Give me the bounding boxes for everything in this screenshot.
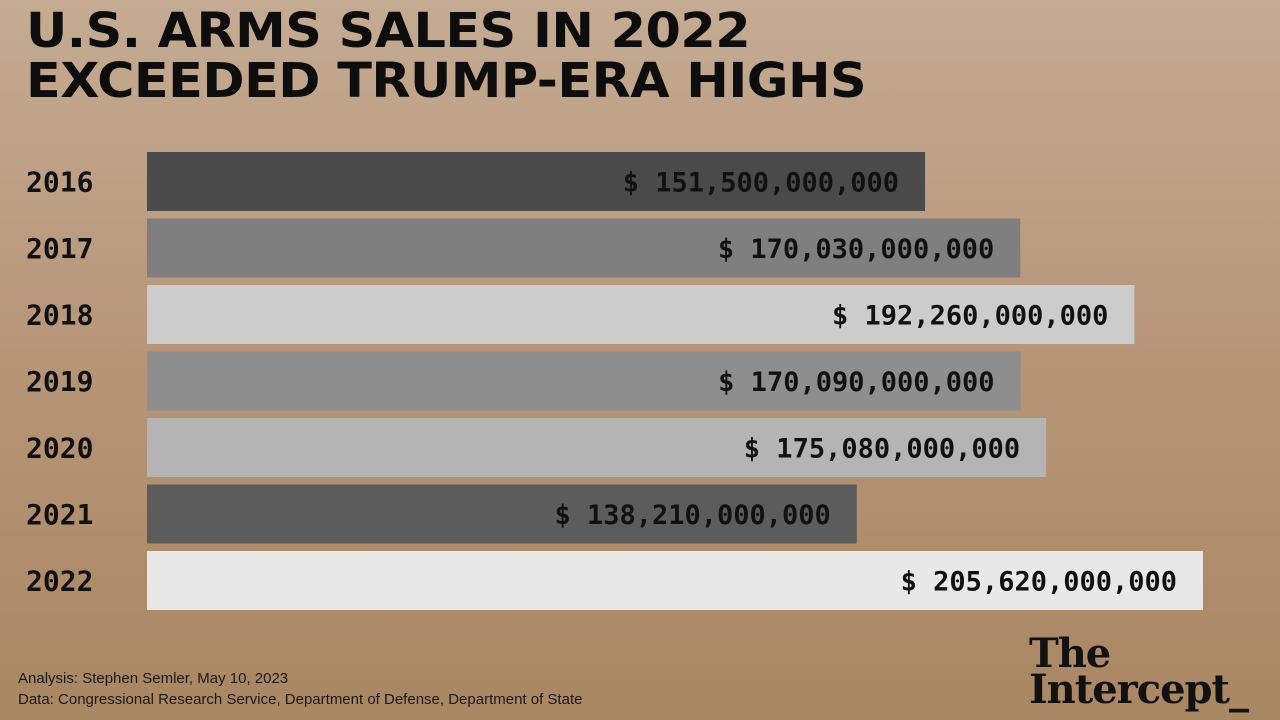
year-label-2016: 2016 [26,166,93,199]
credits: Analysis: Stephen Semler, May 10, 2023 D… [18,668,582,710]
chart-title-line-2: EXCEEDED TRUMP-ERA HIGHS [26,53,867,109]
bar-2016 [147,152,926,211]
year-label-2021: 2021 [26,498,93,531]
value-label-2021: $ 138,210,000,000 [554,500,830,531]
logo-line-2: Intercept_ [1028,666,1249,713]
value-label-2017: $ 170,030,000,000 [718,234,994,265]
bar-2018 [147,285,1135,344]
bar-2017 [147,218,1021,278]
data-source: Data: Congressional Research Service, De… [18,691,583,708]
year-label-2022: 2022 [26,565,93,598]
logo-line-1: The [1028,630,1111,677]
value-label-2018: $ 192,260,000,000 [832,301,1108,332]
value-label-2019: $ 170,090,000,000 [718,367,994,398]
year-label-2019: 2019 [26,365,93,398]
value-label-2016: $ 151,500,000,000 [623,168,899,199]
chart-title-line-1: U.S. ARMS SALES IN 2022 [26,3,751,59]
year-label-2017: 2017 [26,232,93,265]
year-label-2018: 2018 [26,299,93,332]
analysis-credit: Analysis: Stephen Semler, May 10, 2023 [18,670,289,687]
chart-title: U.S. ARMS SALES IN 2022 EXCEEDED TRUMP-E… [26,3,867,109]
value-label-2020: $ 175,080,000,000 [744,434,1020,465]
value-label-2022: $ 205,620,000,000 [901,567,1177,598]
the-intercept-logo: The Intercept_ [1028,630,1249,713]
bar-2022 [147,551,1203,610]
bar-2020 [147,418,1047,477]
bar-2019 [147,351,1021,411]
year-label-2020: 2020 [26,432,93,465]
bar-2021 [147,484,857,544]
